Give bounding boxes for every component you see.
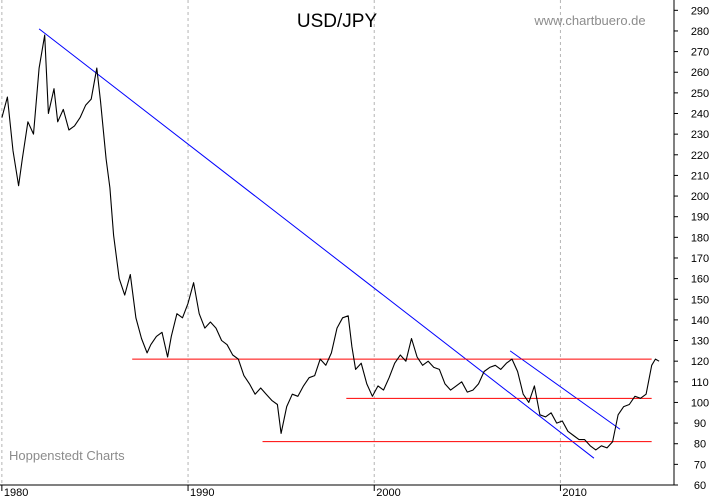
x-tick-label: 2000 (376, 487, 400, 498)
trend-line (509, 350, 621, 430)
grid (1, 0, 561, 485)
y-tick-label: 80 (694, 439, 706, 451)
y-tick-label: 60 (694, 480, 706, 492)
chart-title: USD/JPY (297, 11, 378, 32)
trend-lines (38, 28, 652, 459)
y-axis: 60 70 80 90 100 110 120 130 140 150 160 170 180 190 20… (674, 5, 709, 492)
x-axis: 1980 1990 2000 2010 (1, 485, 587, 498)
y-tick-label: 140 (691, 315, 709, 327)
y-tick-label: 270 (691, 47, 709, 59)
y-tick-label: 160 (691, 274, 709, 286)
y-tick-label: 100 (691, 397, 709, 409)
footer-label: Hoppenstedt Charts (9, 448, 125, 463)
x-tick-label: 2010 (562, 487, 586, 498)
y-tick-label: 90 (694, 418, 706, 430)
source-label: www.chartbuero.de (533, 13, 645, 28)
y-tick-label: 240 (691, 109, 709, 121)
y-tick-label: 280 (691, 26, 709, 38)
y-tick-label: 290 (691, 5, 709, 17)
y-tick-label: 200 (691, 191, 709, 203)
series-line (1, 34, 660, 451)
y-tick-label: 110 (691, 377, 709, 389)
y-tick-label: 220 (691, 150, 709, 162)
y-tick-label: 130 (691, 336, 709, 348)
x-tick-label: 1980 (4, 487, 28, 498)
y-tick-label: 70 (694, 459, 706, 471)
y-tick-label: 260 (691, 67, 709, 79)
y-tick-label: 180 (691, 232, 709, 244)
y-tick-label: 120 (691, 356, 709, 368)
y-tick-label: 190 (691, 212, 709, 224)
y-tick-label: 210 (691, 170, 709, 182)
y-tick-label: 150 (691, 294, 709, 306)
y-tick-label: 230 (691, 129, 709, 141)
series-group (1, 34, 660, 451)
y-tick-label: 250 (691, 88, 709, 100)
y-tick-label: 170 (691, 253, 709, 265)
x-tick-label: 1990 (190, 487, 214, 498)
axis-frame (0, 0, 675, 486)
trend-line (38, 28, 595, 459)
